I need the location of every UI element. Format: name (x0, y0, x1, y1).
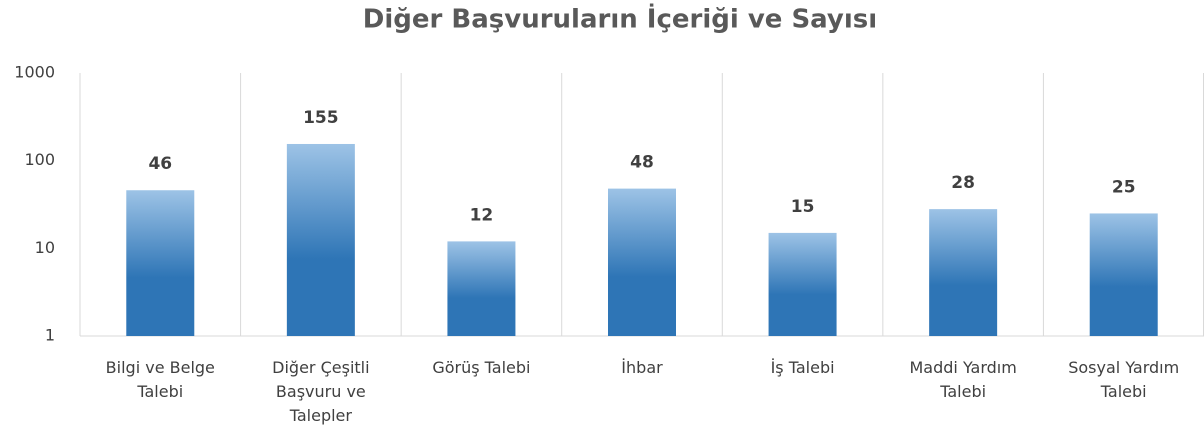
bar (929, 209, 998, 336)
x-tick-label: İhbar (621, 358, 663, 377)
value-label: 155 (303, 108, 339, 128)
x-tick-label: İş Talebi (771, 358, 835, 377)
x-tick-label: Görüş Talebi (432, 358, 530, 377)
value-label: 12 (470, 205, 494, 225)
x-tick-label: Maddi Yardım Talebi (909, 358, 1016, 401)
value-label: 28 (951, 173, 975, 193)
bar (768, 232, 837, 336)
value-label: 46 (148, 154, 172, 174)
y-tick-label: 1 (45, 326, 55, 345)
bar (1089, 213, 1158, 336)
value-label: 25 (1112, 177, 1136, 197)
x-tick-label: Diğer Çeşitli Başvuru ve Talepler (272, 358, 369, 425)
chart-title: Diğer Başvuruların İçeriği ve Sayısı (363, 3, 877, 35)
y-tick-label: 1000 (14, 63, 55, 82)
value-label: 48 (630, 153, 654, 173)
bar (608, 188, 676, 336)
value-label: 15 (791, 197, 815, 217)
y-tick-label: 10 (35, 238, 55, 257)
bar (126, 190, 195, 336)
x-tick-label: Sosyal Yardım Talebi (1068, 358, 1179, 401)
bar (286, 143, 355, 336)
x-tick-label: Bilgi ve Belge Talebi (106, 358, 215, 401)
y-tick-label: 100 (24, 150, 55, 169)
bar (447, 241, 516, 336)
